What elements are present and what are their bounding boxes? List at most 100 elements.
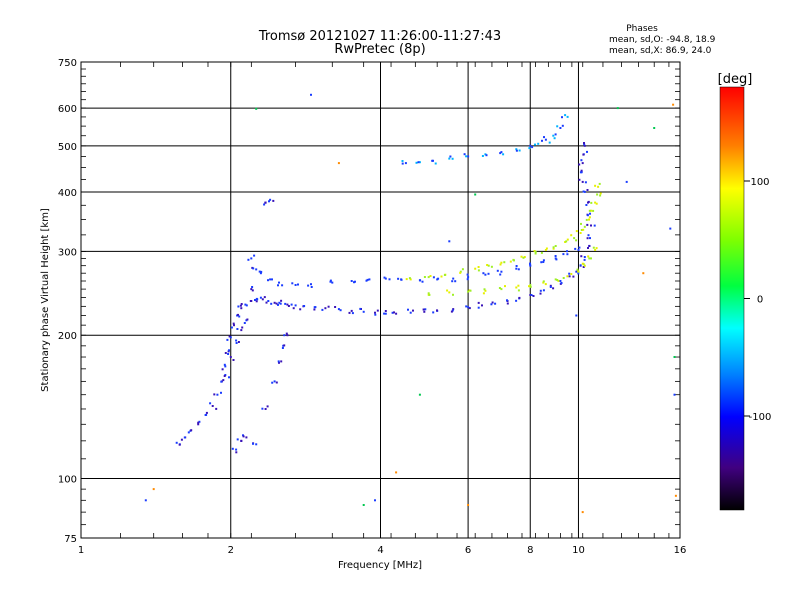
data-point bbox=[252, 442, 254, 445]
x-tick-label: 1 bbox=[78, 545, 84, 556]
data-point bbox=[566, 253, 569, 256]
data-point bbox=[580, 255, 583, 258]
data-point bbox=[448, 157, 451, 160]
data-point bbox=[467, 306, 470, 309]
data-point bbox=[417, 161, 420, 164]
data-point bbox=[560, 282, 563, 284]
data-point bbox=[197, 421, 200, 424]
data-point bbox=[226, 338, 229, 341]
data-point bbox=[451, 309, 454, 312]
data-point bbox=[539, 289, 542, 292]
data-point bbox=[359, 307, 362, 310]
data-point bbox=[236, 438, 239, 441]
data-point bbox=[242, 435, 245, 438]
data-point bbox=[418, 161, 421, 164]
data-point bbox=[484, 273, 487, 276]
data-point bbox=[549, 284, 552, 287]
data-point bbox=[487, 264, 490, 267]
data-point bbox=[247, 258, 250, 261]
stats-title: Phases bbox=[626, 24, 658, 34]
data-point bbox=[239, 304, 242, 307]
data-point bbox=[275, 302, 278, 305]
data-point bbox=[264, 201, 267, 204]
data-point bbox=[297, 283, 299, 286]
data-point bbox=[490, 265, 493, 268]
data-point bbox=[529, 285, 532, 288]
data-point bbox=[481, 155, 484, 157]
data-point bbox=[466, 278, 469, 281]
series-4 bbox=[427, 246, 598, 296]
data-point bbox=[241, 326, 244, 329]
data-point bbox=[587, 234, 590, 237]
data-point bbox=[540, 251, 543, 254]
y-tick-label: 200 bbox=[58, 331, 77, 342]
data-point bbox=[586, 223, 589, 226]
data-point bbox=[220, 380, 223, 383]
data-point bbox=[544, 249, 547, 251]
data-point bbox=[548, 141, 551, 144]
data-point bbox=[586, 189, 589, 191]
data-point bbox=[570, 234, 573, 237]
data-point bbox=[451, 157, 454, 160]
y-tick-label: 100 bbox=[58, 475, 77, 486]
x-tick-label: 8 bbox=[527, 545, 533, 556]
data-point bbox=[259, 296, 262, 299]
data-point bbox=[588, 257, 591, 260]
y-tick-label: 500 bbox=[58, 142, 77, 153]
data-point bbox=[653, 127, 656, 129]
data-point bbox=[574, 247, 577, 250]
data-point bbox=[253, 254, 256, 257]
data-point bbox=[465, 305, 468, 308]
data-point bbox=[250, 257, 253, 260]
data-point bbox=[255, 300, 258, 303]
data-point bbox=[542, 259, 545, 262]
data-point bbox=[477, 266, 480, 268]
data-point bbox=[374, 313, 377, 316]
data-point bbox=[350, 280, 353, 282]
data-point bbox=[575, 239, 578, 242]
data-point bbox=[467, 290, 470, 293]
data-point bbox=[481, 304, 483, 307]
data-point bbox=[487, 272, 490, 275]
data-point bbox=[362, 504, 365, 506]
data-point bbox=[423, 310, 426, 313]
x-axis-ticks: 1 2 4 6 8 10 16 bbox=[78, 62, 686, 556]
data-point bbox=[240, 329, 243, 332]
data-point bbox=[561, 116, 563, 119]
data-point bbox=[542, 261, 545, 263]
data-point bbox=[506, 299, 508, 302]
data-point bbox=[566, 238, 569, 241]
data-point bbox=[178, 443, 181, 446]
data-point bbox=[415, 161, 418, 164]
data-point bbox=[244, 303, 247, 306]
data-point bbox=[284, 302, 287, 305]
data-point bbox=[513, 259, 515, 262]
data-point bbox=[391, 311, 394, 314]
data-point bbox=[542, 281, 545, 284]
data-point bbox=[232, 322, 235, 325]
data-point bbox=[271, 278, 273, 281]
data-point bbox=[579, 171, 582, 174]
data-point bbox=[401, 162, 404, 165]
data-point bbox=[534, 250, 537, 253]
data-point bbox=[310, 93, 312, 96]
data-point bbox=[586, 237, 589, 240]
data-point bbox=[197, 423, 200, 426]
data-point bbox=[277, 284, 279, 287]
data-point bbox=[562, 253, 565, 256]
data-point bbox=[461, 268, 464, 271]
data-point bbox=[313, 308, 316, 311]
data-point bbox=[281, 347, 284, 349]
data-point bbox=[582, 153, 585, 156]
data-point bbox=[339, 309, 342, 312]
data-point bbox=[144, 499, 147, 502]
data-point bbox=[484, 289, 487, 292]
data-point bbox=[552, 247, 555, 250]
data-point bbox=[554, 133, 557, 136]
data-point bbox=[233, 324, 235, 327]
data-point bbox=[594, 201, 597, 204]
data-point bbox=[275, 381, 278, 384]
data-point bbox=[254, 299, 256, 301]
data-point bbox=[530, 294, 533, 296]
data-point bbox=[586, 214, 589, 217]
